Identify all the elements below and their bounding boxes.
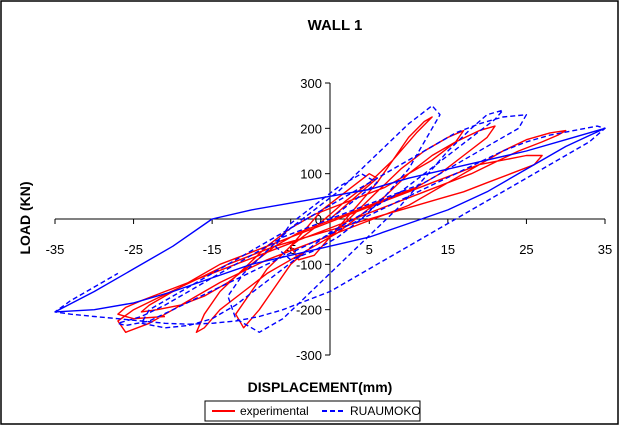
- x-tick-label: 25: [519, 242, 533, 257]
- y-tick-label: -300: [296, 348, 322, 363]
- x-tick-label: 5: [366, 242, 373, 257]
- legend-box: [204, 400, 421, 422]
- y-tick-label: -200: [296, 303, 322, 318]
- y-tick-label: 300: [300, 76, 322, 91]
- x-tick-label: -25: [124, 242, 143, 257]
- chart-title: WALL 1: [308, 17, 363, 34]
- x-tick-label: -35: [46, 242, 65, 257]
- y-axis-title: LOAD (KN): [17, 181, 33, 254]
- x-tick-label: -5: [285, 242, 297, 257]
- y-tick-label: 200: [300, 121, 322, 136]
- legend-label-ruaumoko: RUAUMOKO: [350, 404, 421, 418]
- y-tick-label: 0: [315, 212, 322, 227]
- x-tick-label: -15: [203, 242, 222, 257]
- series-ruaumoko-line: [54, 104, 606, 333]
- x-tick-label: 35: [598, 242, 612, 257]
- y-tick-label: 100: [300, 167, 322, 182]
- x-tick-label: 15: [441, 242, 455, 257]
- x-axis-title: DISPLACEMENT(mm): [248, 379, 393, 395]
- y-tick-label: -100: [296, 257, 322, 272]
- plot-area: -35 -25 -15 -5 5 15 25 35 300 200 100 0 -100 -200 -300: [46, 76, 613, 363]
- legend-label-experimental: experimental: [240, 404, 309, 418]
- series-2-line: [54, 127, 606, 313]
- legend: experimental RUAUMOKO: [204, 400, 421, 422]
